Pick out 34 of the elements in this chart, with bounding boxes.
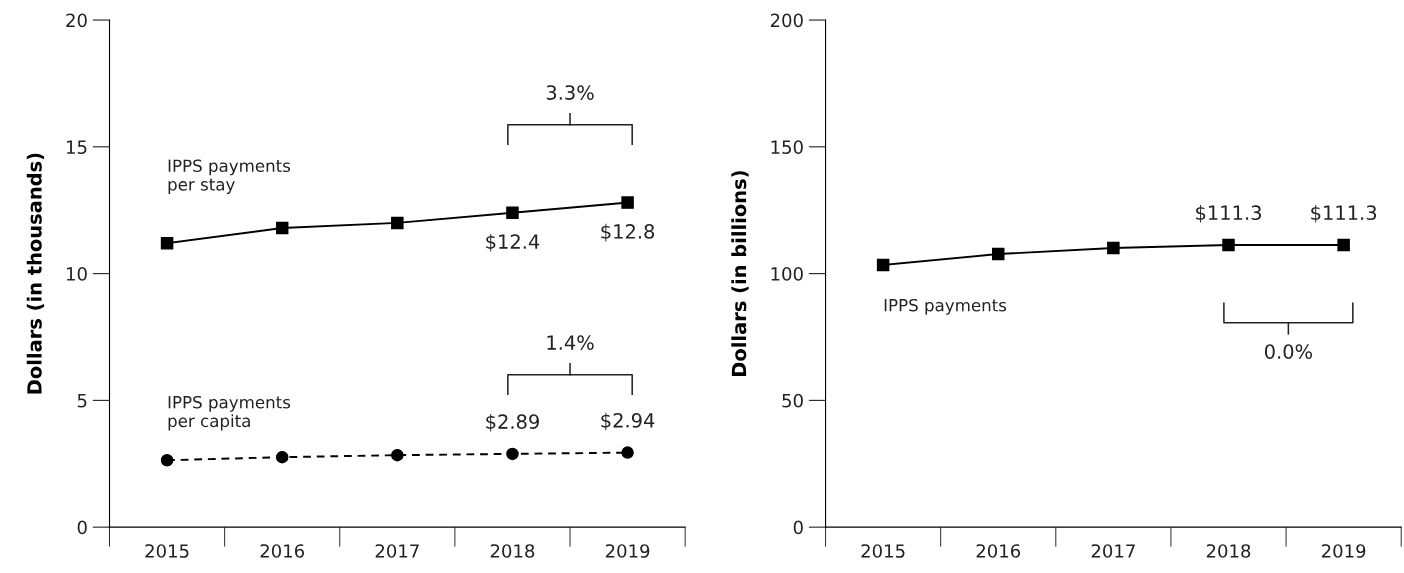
- y-tick-label: 0: [793, 520, 803, 535]
- data-label: $2.94: [601, 412, 655, 431]
- x-tick-label: 2015: [145, 544, 189, 558]
- x-tick-label: 2016: [976, 544, 1021, 558]
- x-tick-label: 2017: [375, 544, 419, 558]
- x-tick-label: 2017: [1091, 544, 1135, 558]
- annotation: 3.3%: [546, 85, 594, 100]
- x-tick-label: 2015: [861, 544, 905, 558]
- y-tick-label: 50: [782, 393, 803, 408]
- x-tick-label: 2019: [605, 544, 650, 558]
- annotation: 1.4%: [547, 335, 594, 350]
- y-axis-title: Dollars (in billions): [731, 171, 749, 376]
- y-tick-label: 15: [66, 140, 87, 154]
- x-tick-label: 2019: [1321, 544, 1366, 558]
- x-tick-label: 2018: [490, 544, 535, 558]
- data-label: $111.3: [1311, 204, 1377, 223]
- series-label: IPPS payments per stay: [168, 159, 291, 194]
- x-tick-label: 2018: [1206, 544, 1251, 558]
- y-tick-label: 100: [771, 267, 803, 281]
- data-label: $111.3: [1196, 204, 1261, 223]
- series-label: IPPS payments per capita: [168, 395, 291, 431]
- y-tick-label: 0: [77, 520, 87, 535]
- annotation: 0.0%: [1264, 344, 1312, 359]
- y-tick-label: 200: [770, 13, 803, 28]
- y-tick-label: 150: [771, 140, 803, 154]
- y-axis-title: Dollars (in thousands): [26, 153, 45, 394]
- data-label: $2.89: [486, 413, 539, 432]
- data-label: $12.8: [601, 223, 655, 242]
- data-label: $12.4: [486, 233, 540, 252]
- x-tick-label: 2016: [260, 544, 305, 558]
- y-tick-label: 5: [77, 394, 87, 408]
- y-tick-label: 10: [66, 267, 87, 281]
- y-tick-label: 20: [66, 13, 87, 28]
- series-label: IPPS payments: [884, 298, 1007, 315]
